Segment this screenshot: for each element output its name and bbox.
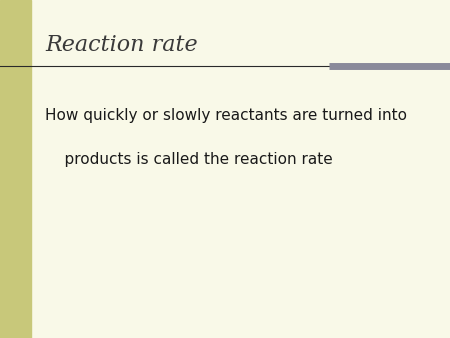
Text: products is called the reaction rate: products is called the reaction rate: [45, 152, 333, 167]
Text: Reaction rate: Reaction rate: [45, 34, 198, 56]
Bar: [0, 0, 31, 338]
Text: How quickly or slowly reactants are turned into: How quickly or slowly reactants are turn…: [45, 108, 407, 123]
